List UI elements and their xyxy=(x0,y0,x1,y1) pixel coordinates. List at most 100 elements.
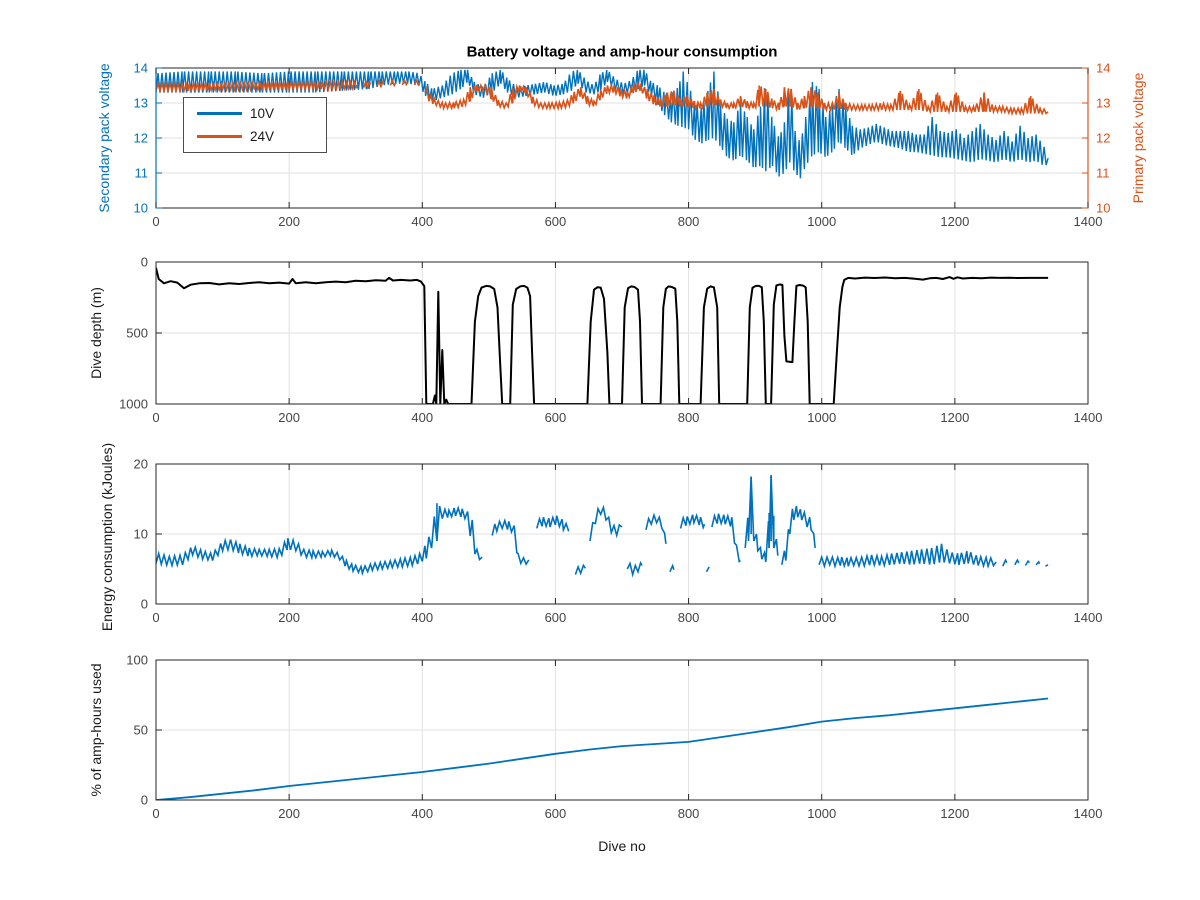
x-tick-label: 400 xyxy=(411,214,433,229)
subplot-4: 0 200 400 600 800 1000 1200 1400 0 50 100 xyxy=(126,653,1102,822)
amp-hours-used-axis-label: % of amp-hours used xyxy=(88,663,104,797)
grid xyxy=(155,463,1089,605)
grid xyxy=(155,659,1089,801)
y-tick-label: 1000 xyxy=(119,397,148,412)
series-band-Energy consumption xyxy=(781,505,816,565)
y-tick-label: 0 xyxy=(141,255,148,270)
series-line-Dive depth xyxy=(156,267,1049,404)
series-group xyxy=(156,697,1049,800)
subplot-2: 0 200 400 600 800 1000 1200 1400 0 500 1000 xyxy=(119,255,1102,426)
y-tick-label: 12 xyxy=(134,131,148,146)
x-tick-label: 400 xyxy=(411,806,433,821)
ticks: 0 200 400 600 800 1000 1200 1400 0 50 100 xyxy=(126,653,1102,822)
series-band-Energy consumption xyxy=(1014,558,1020,566)
x-tick-label: 1400 xyxy=(1074,410,1103,425)
series-group xyxy=(156,267,1049,404)
x-tick-label: 1000 xyxy=(807,610,836,625)
series-line-% of amp-hours used xyxy=(156,697,1049,800)
energy-consumption-axis-label: Energy consumption (kJoules) xyxy=(99,442,115,632)
y-tick-label-right: 10 xyxy=(1096,201,1110,216)
series-band-24V xyxy=(389,78,397,88)
series-band-Energy consumption xyxy=(536,514,570,533)
x-tick-label: 600 xyxy=(545,410,567,425)
ticks: 0 200 400 600 800 1000 1200 1400 0 10 20 xyxy=(134,457,1103,626)
x-tick-label: 200 xyxy=(278,410,300,425)
x-tick-label: 200 xyxy=(278,806,300,821)
y-tick-label-right: 14 xyxy=(1096,61,1110,76)
x-tick-label: 1000 xyxy=(807,214,836,229)
legend-line-10v xyxy=(197,112,242,115)
y-tick-label-right: 12 xyxy=(1096,131,1110,146)
series-band-Energy consumption xyxy=(711,512,741,563)
x-tick-label: 1200 xyxy=(940,214,969,229)
y-tick-label: 0 xyxy=(141,793,148,808)
legend: 10V 24V xyxy=(183,97,327,153)
x-tick-label: 600 xyxy=(545,610,567,625)
series-group xyxy=(156,69,1049,179)
dive-depth-axis-label: Dive depth (m) xyxy=(88,287,104,379)
x-tick-label: 1200 xyxy=(940,410,969,425)
x-tick-label: 400 xyxy=(411,610,433,625)
x-tick-label: 1400 xyxy=(1074,610,1103,625)
series-band-Energy consumption xyxy=(1024,559,1031,566)
y-tick-label: 100 xyxy=(126,653,148,668)
series-band-Energy consumption xyxy=(1035,560,1041,566)
series-band-Energy consumption xyxy=(705,566,710,573)
series-band-Energy consumption xyxy=(1002,558,1008,567)
series-group xyxy=(156,475,1049,578)
x-tick-label: 1400 xyxy=(1074,214,1103,229)
x-axis-label: Dive no xyxy=(598,838,646,854)
x-tick-label: 800 xyxy=(678,610,700,625)
y-tick-label: 14 xyxy=(134,61,148,76)
legend-item-24v: 24V xyxy=(184,129,326,144)
series-band-24V xyxy=(376,78,385,89)
y-tick-label: 50 xyxy=(134,723,148,738)
y-tick-label: 0 xyxy=(141,597,148,612)
x-tick-label: 1400 xyxy=(1074,806,1103,821)
x-tick-label: 600 xyxy=(545,806,567,821)
primary-pack-voltage-axis-label: Primary pack voltage xyxy=(1130,72,1146,204)
y-tick-label: 20 xyxy=(134,457,148,472)
series-band-Energy consumption xyxy=(574,563,587,576)
x-tick-label: 800 xyxy=(678,410,700,425)
series-band-Energy consumption xyxy=(1045,564,1049,567)
legend-line-24v xyxy=(197,135,242,138)
series-band-Energy consumption xyxy=(744,475,779,563)
x-tick-label: 0 xyxy=(152,806,159,821)
series-band-24V xyxy=(401,77,409,87)
series-band-Energy consumption xyxy=(669,563,675,573)
subplot-3: 0 200 400 600 800 1000 1200 1400 0 10 20 xyxy=(134,457,1103,626)
series-band-Energy consumption xyxy=(589,504,623,542)
y-tick-label: 500 xyxy=(126,326,148,341)
secondary-pack-voltage-axis-label: Secondary pack voltage xyxy=(96,63,112,213)
series-band-Energy consumption xyxy=(818,543,997,570)
y-tick-label: 10 xyxy=(134,201,148,216)
x-tick-label: 600 xyxy=(545,214,567,229)
chart-title: Battery voltage and amp-hour consumption xyxy=(466,43,778,61)
y-tick-label: 13 xyxy=(134,96,148,111)
x-tick-label: 200 xyxy=(278,214,300,229)
x-tick-label: 800 xyxy=(678,806,700,821)
legend-label-10v: 10V xyxy=(250,106,275,121)
x-tick-label: 1200 xyxy=(940,610,969,625)
series-band-Energy consumption xyxy=(491,517,530,566)
x-tick-label: 1000 xyxy=(807,806,836,821)
series-band-10V xyxy=(156,69,1049,179)
series-band-24V xyxy=(362,79,372,90)
legend-label-24v: 24V xyxy=(250,129,275,144)
series-band-24V xyxy=(156,79,358,94)
y-tick-label-right: 11 xyxy=(1096,166,1110,181)
x-tick-label: 0 xyxy=(152,410,159,425)
x-tick-label: 1000 xyxy=(807,410,836,425)
y-tick-label: 11 xyxy=(135,166,149,181)
series-band-Energy consumption xyxy=(626,560,643,578)
y-tick-label-right: 13 xyxy=(1096,96,1110,111)
x-tick-label: 0 xyxy=(152,214,159,229)
series-band-24V xyxy=(413,78,421,87)
legend-item-10v: 10V xyxy=(184,106,326,121)
series-band-Energy consumption xyxy=(156,505,483,577)
ticks: 0 200 400 600 800 1000 1200 1400101112131410111… xyxy=(134,61,1111,230)
x-tick-label: 1200 xyxy=(940,806,969,821)
x-tick-label: 800 xyxy=(678,214,700,229)
